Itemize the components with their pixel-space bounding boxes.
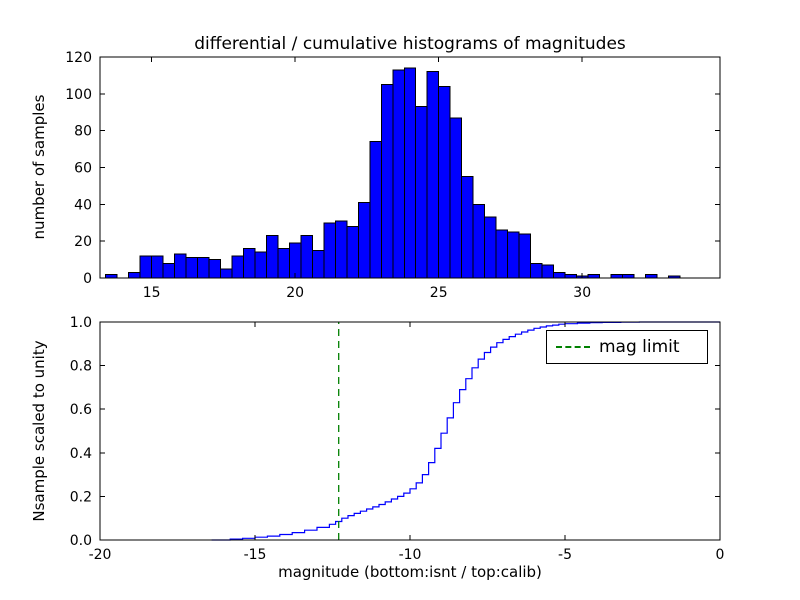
histogram-bar [162, 262, 176, 279]
histogram-bar [357, 201, 371, 279]
histogram-bar [461, 176, 474, 279]
histogram-bar [369, 141, 382, 279]
top-y-axis-label: number of samples [30, 94, 48, 240]
histogram-bar [530, 262, 543, 279]
histogram-bar [197, 257, 210, 279]
bottom-axes: -20 -15 -10 -5 0 0.0 0.2 0.4 0.6 0.8 1.0 [70, 315, 725, 563]
y-tick-label: 1.0 [70, 315, 92, 331]
y-tick-label: 0.4 [70, 446, 92, 462]
y-tick-label: 0.6 [70, 402, 92, 418]
histogram-bar [380, 84, 394, 279]
histogram-bar [311, 249, 325, 279]
legend-dashed-line-sample [556, 346, 590, 348]
histogram-bar [334, 220, 348, 279]
legend-label: mag limit [599, 337, 680, 357]
histogram-bar [288, 242, 302, 279]
histogram-bar [472, 203, 486, 279]
y-tick-label: 120 [65, 50, 92, 66]
histogram-bar [553, 271, 566, 279]
histogram-bar [300, 235, 313, 279]
y-tick-label: 0.8 [70, 359, 92, 375]
histogram-bar [495, 229, 509, 279]
histogram-bar [403, 67, 417, 279]
x-tick-label: -5 [558, 547, 572, 563]
histogram-bar [254, 251, 267, 279]
x-tick-label: -15 [244, 547, 267, 563]
histogram-bar [518, 233, 532, 279]
x-tick-label: 30 [573, 285, 591, 301]
x-tick-label: 25 [430, 285, 448, 301]
x-tick-label: -10 [399, 547, 422, 563]
histogram-bar [151, 255, 164, 279]
histogram-bar [541, 264, 555, 279]
histogram-bar [128, 271, 141, 279]
x-tick-label: 20 [286, 285, 304, 301]
x-tick-label: -20 [89, 547, 112, 563]
legend: mag limit [546, 330, 708, 364]
histogram-bars [105, 67, 681, 279]
histogram-bar [644, 273, 658, 279]
y-tick-label: 60 [74, 161, 92, 177]
histogram-bar [507, 231, 520, 279]
top-axes: 15 20 25 30 0 20 40 60 80 100 120 [65, 50, 721, 301]
chart-title: differential / cumulative histograms of … [194, 34, 626, 54]
y-tick-label: 80 [74, 124, 92, 140]
x-tick-label: 0 [716, 547, 725, 563]
histogram-bar [105, 273, 118, 279]
bottom-y-axis-label: Nsample scaled to unity [30, 340, 48, 522]
y-tick-label: 100 [65, 87, 92, 103]
histogram-bar [484, 216, 497, 279]
histogram-bar [621, 273, 635, 279]
histogram-bar [415, 106, 428, 279]
histogram-bar [220, 268, 233, 279]
cumulative-step-line [211, 321, 720, 541]
histogram-bar [277, 248, 290, 279]
histogram-bar [243, 248, 256, 279]
histogram-bar [438, 85, 451, 279]
histogram-bar [426, 71, 440, 279]
histogram-bar [139, 255, 153, 279]
histogram-bar [323, 222, 336, 279]
y-tick-label: 0 [83, 271, 92, 287]
y-tick-label: 40 [74, 197, 92, 213]
y-tick-label: 0.0 [70, 533, 92, 549]
histogram-bar [564, 273, 577, 279]
histogram-bar [174, 253, 187, 279]
histogram-bar [610, 273, 623, 279]
histogram-bar [587, 273, 600, 279]
histogram-bar [231, 255, 245, 279]
histogram-bar [449, 117, 463, 279]
histogram-bar [265, 235, 279, 279]
histogram-bar [208, 259, 222, 279]
y-tick-label: 20 [74, 234, 92, 250]
histogram-bar [346, 225, 359, 279]
x-axis-label: magnitude (bottom:isnt / top:calib) [278, 563, 542, 581]
histogram-bar [392, 69, 405, 279]
y-tick-label: 0.2 [70, 489, 92, 505]
x-tick-label: 15 [143, 285, 161, 301]
histogram-bar [185, 257, 199, 279]
